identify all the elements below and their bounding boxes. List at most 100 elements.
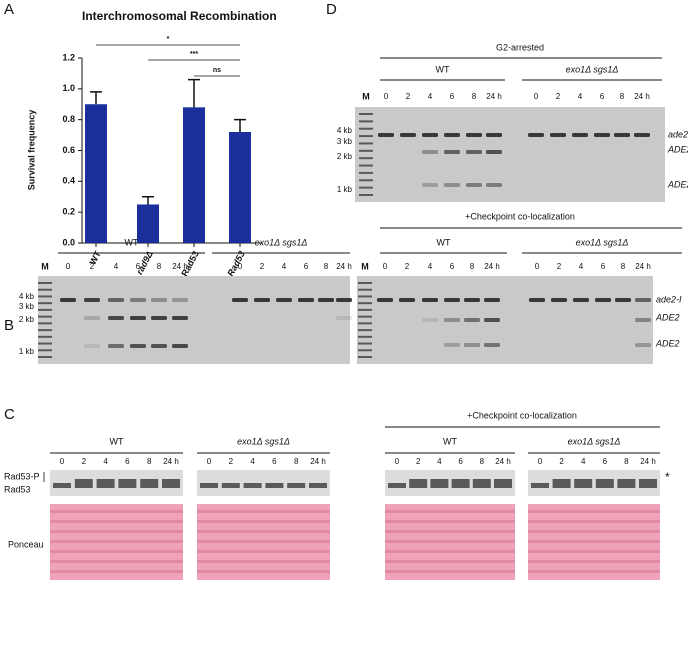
size-label: 2 kb <box>337 152 353 161</box>
ladder-band <box>38 329 52 332</box>
lane-label: 24 h <box>634 92 650 101</box>
band-label: ade2-I <box>656 294 682 304</box>
ladder-band <box>38 308 52 311</box>
ladder-band <box>359 142 373 145</box>
ponceau-band <box>528 530 660 533</box>
lane-label: 2 <box>260 262 265 271</box>
blot-band <box>574 479 593 488</box>
band <box>466 183 482 187</box>
condition: +Checkpoint co-localization <box>465 211 575 221</box>
lane-label: 24 h <box>310 457 326 466</box>
group-label: WT <box>436 64 450 74</box>
band <box>130 298 146 302</box>
ladder-band <box>358 322 372 325</box>
blot-band <box>472 479 491 488</box>
ladder-band <box>359 120 373 123</box>
ladder-band <box>359 113 373 115</box>
band <box>529 298 545 302</box>
group-label: exo1Δ sgs1Δ <box>255 237 308 247</box>
y-tick-label: 0.2 <box>62 207 75 217</box>
ponceau-band <box>197 560 330 563</box>
lane-label: 24 h <box>336 262 352 271</box>
blot-band <box>388 483 406 488</box>
band <box>276 298 292 302</box>
lane-label: 24 h <box>640 457 656 466</box>
size-label: 1 kb <box>337 185 353 194</box>
band <box>422 298 438 302</box>
gel <box>38 276 350 364</box>
group-label: WT <box>125 237 139 247</box>
band <box>108 316 124 320</box>
band <box>108 344 124 348</box>
panel-label: D <box>326 1 337 18</box>
blot <box>385 470 515 496</box>
blot-band <box>162 479 180 488</box>
ladder-band <box>38 335 52 338</box>
band <box>464 298 480 302</box>
lane-label: 6 <box>450 92 455 101</box>
group-label: exo1Δ sgs1Δ <box>568 436 621 446</box>
lane-label: 4 <box>578 92 583 101</box>
size-label: 3 kb <box>337 137 353 146</box>
error-bar <box>188 78 200 108</box>
lane-label: 4 <box>250 457 255 466</box>
lane-label: 8 <box>621 262 626 271</box>
blot-band <box>494 479 512 488</box>
ponceau-band <box>50 510 183 513</box>
lane-label: 24 h <box>495 457 511 466</box>
band <box>550 133 566 137</box>
lane-label: 2 <box>406 92 411 101</box>
ponceau-band <box>50 550 183 553</box>
ponceau-band <box>50 530 183 533</box>
band <box>486 150 502 154</box>
size-label: 3 kb <box>19 302 35 311</box>
band <box>172 344 188 348</box>
lane-label: 4 <box>428 92 433 101</box>
lane-label: 0 <box>538 457 543 466</box>
ladder-band <box>358 295 372 298</box>
ponceau-band <box>197 540 330 543</box>
protein-label: Rad53 <box>4 484 31 494</box>
significance: *** <box>190 51 198 58</box>
lane-label: 4 <box>579 262 584 271</box>
group-label: WT <box>437 237 451 247</box>
band-label: ade2-I <box>668 129 688 139</box>
band <box>172 316 188 320</box>
ladder-band <box>38 342 52 345</box>
band <box>422 318 438 322</box>
lane-label: 4 <box>581 457 586 466</box>
lane-label: 24 h <box>635 262 651 271</box>
condition: +Checkpoint co-localization <box>467 410 577 420</box>
band <box>614 133 630 137</box>
ladder-band <box>359 179 373 182</box>
blot <box>50 470 183 496</box>
ponceau-band <box>528 550 660 553</box>
error-bar <box>142 196 154 205</box>
lane-label: 6 <box>600 92 605 101</box>
ladder-band <box>359 186 373 189</box>
band <box>635 343 651 347</box>
band <box>464 318 480 322</box>
note: * <box>665 470 670 484</box>
panel-label: A <box>4 1 14 18</box>
y-tick-label: 0.0 <box>62 237 75 247</box>
band <box>444 318 460 322</box>
y-tick-label: 0.6 <box>62 145 75 155</box>
lane-label: 8 <box>480 457 485 466</box>
band <box>130 344 146 348</box>
ponceau-band <box>50 560 183 563</box>
size-label: 1 kb <box>19 347 35 356</box>
ladder-band <box>359 149 373 152</box>
y-tick-label: 1.2 <box>62 52 75 62</box>
band <box>422 150 438 154</box>
error-bar <box>234 118 246 132</box>
size-label: 4 kb <box>19 292 35 301</box>
blot-band <box>200 483 218 488</box>
band <box>486 133 502 137</box>
y-axis-label: Survival frequency <box>26 110 36 191</box>
blot-band <box>221 483 240 488</box>
lane-label: 8 <box>620 92 625 101</box>
protein-label: Rad53-P <box>4 471 40 481</box>
lane-label: 0 <box>535 262 540 271</box>
ponceau-band <box>385 570 515 573</box>
